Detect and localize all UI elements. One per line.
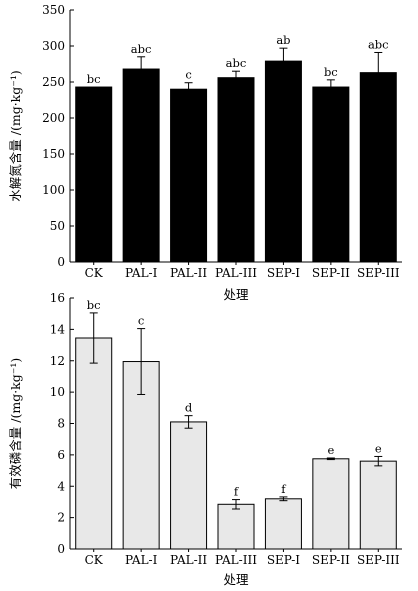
x-axis-title: 处理	[223, 572, 249, 587]
chart-hydrolyzable-nitrogen: bc abc c abc ab bc abc 0 50 100 150 200 250 300 350 CK P…	[8, 3, 402, 302]
significance-label: abc	[368, 37, 389, 51]
y-tick-label: 350	[42, 3, 65, 17]
significance-label: abc	[131, 42, 152, 56]
significance-label: bc	[87, 72, 101, 86]
x-tick-label: SEP-II	[312, 553, 350, 567]
significance-label: f	[281, 482, 286, 496]
error-bar-pal-ii	[184, 82, 193, 97]
bar-sep-iii	[359, 460, 397, 550]
y-tick-label: 0	[57, 542, 65, 556]
bar-ck	[75, 337, 113, 550]
x-tick-label: SEP-I	[267, 553, 300, 567]
x-tick-label: PAL-III	[215, 266, 257, 280]
significance-label: f	[234, 485, 239, 499]
y-tick-label: 6	[57, 448, 65, 462]
y-tick-label: 14	[50, 322, 66, 336]
error-bar-sep-iii	[374, 51, 383, 94]
y-tick-label: 8	[57, 417, 65, 431]
x-tick-label: SEP-I	[267, 266, 300, 280]
significance-label: c	[185, 68, 191, 82]
significance-label: c	[138, 314, 144, 328]
x-tick-label: PAL-I	[125, 553, 158, 567]
bar-sep-ii	[312, 458, 350, 550]
y-tick-label: 2	[57, 511, 65, 525]
bar-pal-i	[122, 68, 160, 263]
y-tick-label: 300	[42, 39, 65, 53]
bar-sep-ii	[312, 86, 350, 263]
chart-available-phosphorus: bc c d f f e e 0 2 4 6 8 10 12 14 16 CK PAL-I PAL-II PAL-II…	[8, 291, 402, 587]
significance-label: bc	[87, 298, 101, 312]
y-tick-label: 10	[50, 385, 65, 399]
error-bar-sep-i	[279, 47, 288, 75]
bar-sep-i	[264, 60, 302, 263]
x-tick-label: SEP-III	[357, 266, 400, 280]
error-bar-pal-i	[137, 56, 146, 82]
x-tick-label: PAL-II	[170, 553, 207, 567]
x-tick-label: PAL-I	[125, 266, 158, 280]
error-bar-pal-i	[137, 328, 146, 395]
significance-label: bc	[324, 65, 338, 79]
bar-ck	[75, 86, 113, 263]
significance-label: e	[375, 441, 382, 455]
error-bar-ck	[89, 312, 98, 364]
y-axis-title: 水解氮含量 /(mg·kg⁻¹)	[8, 70, 23, 201]
x-tick-label: PAL-II	[170, 266, 207, 280]
error-bar-sep-i	[279, 496, 288, 502]
y-tick-label: 250	[42, 75, 65, 89]
error-bar-pal-ii	[184, 415, 193, 429]
x-tick-label: SEP-III	[357, 553, 400, 567]
y-tick-label: 0	[57, 255, 65, 269]
bar-sep-iii	[359, 72, 397, 263]
y-tick-label: 100	[42, 183, 65, 197]
y-tick-label: 16	[50, 291, 65, 305]
bar-pal-ii	[170, 88, 208, 263]
bar-pal-ii	[170, 421, 208, 550]
error-bar-sep-iii	[374, 455, 383, 467]
x-tick-label: CK	[85, 266, 104, 280]
significance-label: ab	[276, 33, 290, 47]
significance-label: e	[327, 443, 334, 457]
error-bar-sep-ii	[326, 457, 335, 461]
y-tick-label: 50	[50, 219, 65, 233]
y-tick-label: 200	[42, 111, 65, 125]
error-bar-sep-ii	[326, 79, 335, 95]
x-tick-label: SEP-II	[312, 266, 350, 280]
x-axis-title: 处理	[223, 287, 249, 302]
bar-sep-i	[264, 498, 302, 550]
significance-label: abc	[226, 56, 247, 70]
bar-pal-iii	[217, 503, 255, 550]
x-tick-label: PAL-III	[215, 553, 257, 567]
error-bar-pal-iii	[232, 70, 240, 85]
y-tick-label: 150	[42, 147, 65, 161]
bar-pal-iii	[217, 77, 255, 263]
significance-label: d	[185, 401, 193, 415]
x-tick-label: CK	[85, 553, 104, 567]
y-axis-title: 有效磷含量 /(mg·kg⁻¹)	[8, 358, 23, 489]
y-tick-label: 4	[57, 479, 65, 493]
error-bar-pal-iii	[232, 499, 240, 510]
y-tick-label: 12	[50, 354, 65, 368]
